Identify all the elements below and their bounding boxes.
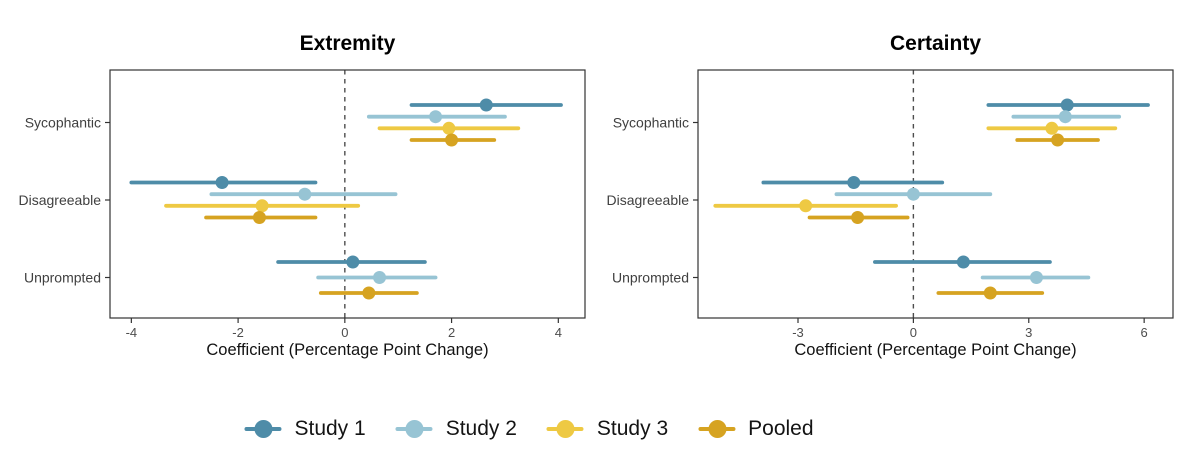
point-estimate — [1029, 271, 1043, 284]
panel-title-extremity: Extremity — [299, 32, 396, 55]
pointrange-marker-icon — [395, 420, 433, 438]
point-estimate — [847, 176, 861, 189]
pointrange-marker-icon — [698, 420, 736, 438]
legend-item-study-3: Study 3 — [546, 417, 669, 441]
point-estimate — [445, 133, 459, 147]
x-tick-label: 0 — [341, 325, 348, 340]
panel-border — [697, 69, 1174, 319]
point-estimate — [799, 199, 813, 213]
pointrange-marker-icon — [244, 420, 282, 438]
legend: Study 1 Study 2 Study 3 Pooled — [244, 417, 814, 441]
x-tick-label: 3 — [1025, 325, 1032, 340]
legend-label: Study 3 — [596, 417, 669, 440]
legend-label: Pooled — [748, 417, 814, 440]
point-estimate — [346, 255, 360, 269]
panel-border — [109, 69, 586, 319]
category-label: Sycophantic — [25, 115, 101, 131]
legend-item-pooled: Pooled — [698, 417, 814, 441]
category-label: Disagreeable — [19, 192, 102, 208]
point-estimate — [1051, 133, 1065, 147]
legend-label: Study 1 — [294, 417, 366, 440]
x-axis-label-extremity: Coefficient (Percentage Point Change) — [206, 341, 489, 359]
x-tick-label: 0 — [910, 325, 917, 340]
point-estimate — [442, 121, 456, 135]
point-estimate — [362, 286, 376, 300]
point-estimate — [906, 187, 920, 201]
point-estimate — [1058, 110, 1072, 124]
point-estimate — [252, 211, 266, 224]
panel-title-certainty: Certainty — [889, 32, 982, 55]
point-estimate — [373, 271, 387, 284]
x-tick-label: -4 — [126, 325, 138, 340]
point-estimate — [851, 211, 865, 224]
x-tick-label: 4 — [555, 325, 562, 340]
x-tick-label: -2 — [232, 325, 244, 340]
x-tick-label: 6 — [1141, 325, 1148, 340]
category-label: Unprompted — [612, 270, 689, 286]
legend-label: Study 2 — [445, 417, 517, 440]
legend-item-study-1: Study 1 — [244, 417, 366, 441]
x-tick-label: 2 — [448, 325, 455, 340]
chart-canvas: -4 -2 0 2 4 Sycophantic Disagreeable Unprompted… — [19, 69, 1174, 340]
point-estimate — [1060, 98, 1074, 112]
point-estimate — [255, 199, 269, 213]
point-estimate — [983, 286, 997, 300]
x-axis-label-certainty: Coefficient (Percentage Point Change) — [794, 341, 1077, 359]
point-estimate — [479, 98, 493, 112]
legend-item-study-2: Study 2 — [395, 417, 517, 441]
point-estimate — [1045, 121, 1059, 135]
x-tick-label: -3 — [792, 325, 804, 340]
category-label: Unprompted — [24, 270, 101, 286]
pointrange-marker-icon — [546, 420, 584, 438]
point-estimate — [429, 110, 443, 124]
category-label: Sycophantic — [613, 115, 689, 131]
point-estimate — [215, 176, 229, 189]
point-estimate — [956, 255, 970, 269]
category-label: Disagreeable — [607, 192, 690, 208]
point-estimate — [298, 187, 312, 201]
